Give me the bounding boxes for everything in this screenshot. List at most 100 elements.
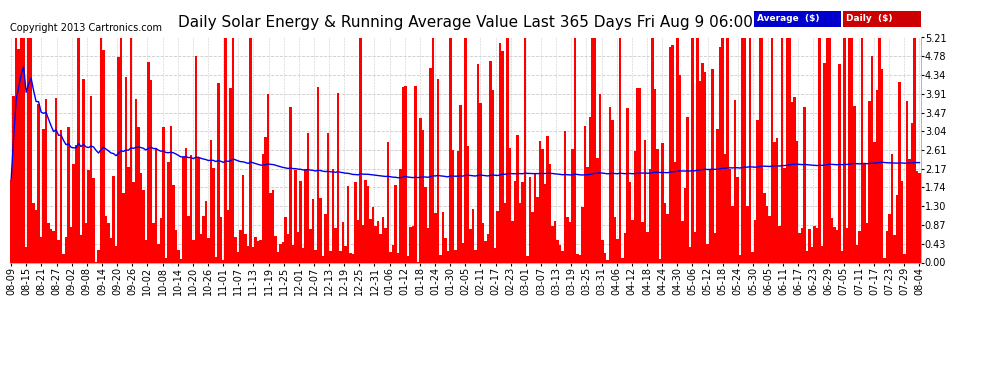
Bar [356,220,359,262]
Bar [512,221,514,262]
Bar [143,190,145,262]
Bar [888,214,891,262]
Bar [601,240,604,262]
Bar [913,25,916,262]
Bar [497,211,499,262]
Bar [763,193,766,262]
Bar [189,155,192,262]
Bar [379,234,382,262]
Bar [187,216,189,262]
Bar [184,148,187,262]
Bar [706,244,709,262]
Bar [624,233,627,262]
Bar [269,193,272,262]
Bar [125,77,127,262]
Bar [237,252,240,262]
Bar [701,63,704,262]
Bar [247,246,249,262]
Bar [427,228,429,262]
Bar [517,135,519,262]
Bar [162,127,164,262]
Bar [514,181,517,262]
Bar [806,251,809,262]
Bar [546,136,548,262]
Bar [574,25,576,262]
Bar [527,256,529,262]
Bar [72,164,75,262]
Bar [232,25,235,262]
Bar [242,175,245,262]
Bar [644,140,646,262]
Bar [289,106,292,262]
Bar [753,220,756,262]
Bar [315,250,317,262]
Bar [569,222,571,262]
Bar [709,169,711,262]
Bar [843,25,845,262]
Bar [679,75,681,262]
Bar [272,190,274,262]
Bar [15,25,18,262]
Bar [205,201,207,262]
Bar [33,202,35,262]
Bar [23,25,25,262]
Bar [330,251,332,262]
Bar [826,25,829,262]
Bar [434,213,437,262]
Bar [217,83,220,262]
Bar [359,25,361,262]
Bar [504,203,507,262]
Bar [148,62,149,262]
Bar [796,141,798,262]
Bar [112,176,115,262]
Bar [502,51,504,262]
Bar [622,258,624,262]
Bar [908,159,911,262]
Bar [576,255,579,262]
Bar [739,255,742,262]
Bar [387,142,389,262]
Bar [719,47,721,262]
Bar [479,103,481,262]
Bar [916,171,918,262]
Bar [599,94,601,262]
Bar [43,129,45,262]
FancyBboxPatch shape [754,10,841,27]
Bar [656,149,658,262]
Bar [412,226,414,262]
Bar [878,25,881,262]
Bar [404,86,407,262]
Bar [107,224,110,262]
Bar [586,167,589,262]
Bar [791,102,793,262]
Bar [731,206,734,262]
Bar [507,25,509,262]
Bar [20,25,23,262]
Bar [75,146,77,262]
Bar [668,47,671,262]
Bar [542,149,544,262]
Bar [422,130,424,262]
Bar [177,251,179,262]
Bar [539,141,542,262]
Bar [332,169,335,262]
Bar [816,228,819,262]
Bar [663,203,666,262]
Bar [788,25,791,262]
Bar [394,184,397,262]
Text: Copyright 2013 Cartronics.com: Copyright 2013 Cartronics.com [10,23,162,33]
Bar [911,123,913,262]
Bar [254,237,257,262]
Bar [349,254,351,262]
Bar [627,108,629,262]
Bar [202,216,205,262]
Bar [117,57,120,262]
Bar [831,217,834,262]
Bar [537,197,539,262]
Bar [351,254,354,262]
Bar [743,25,746,262]
Bar [317,87,320,262]
Bar [534,174,537,262]
Bar [459,105,461,262]
Bar [726,25,729,262]
